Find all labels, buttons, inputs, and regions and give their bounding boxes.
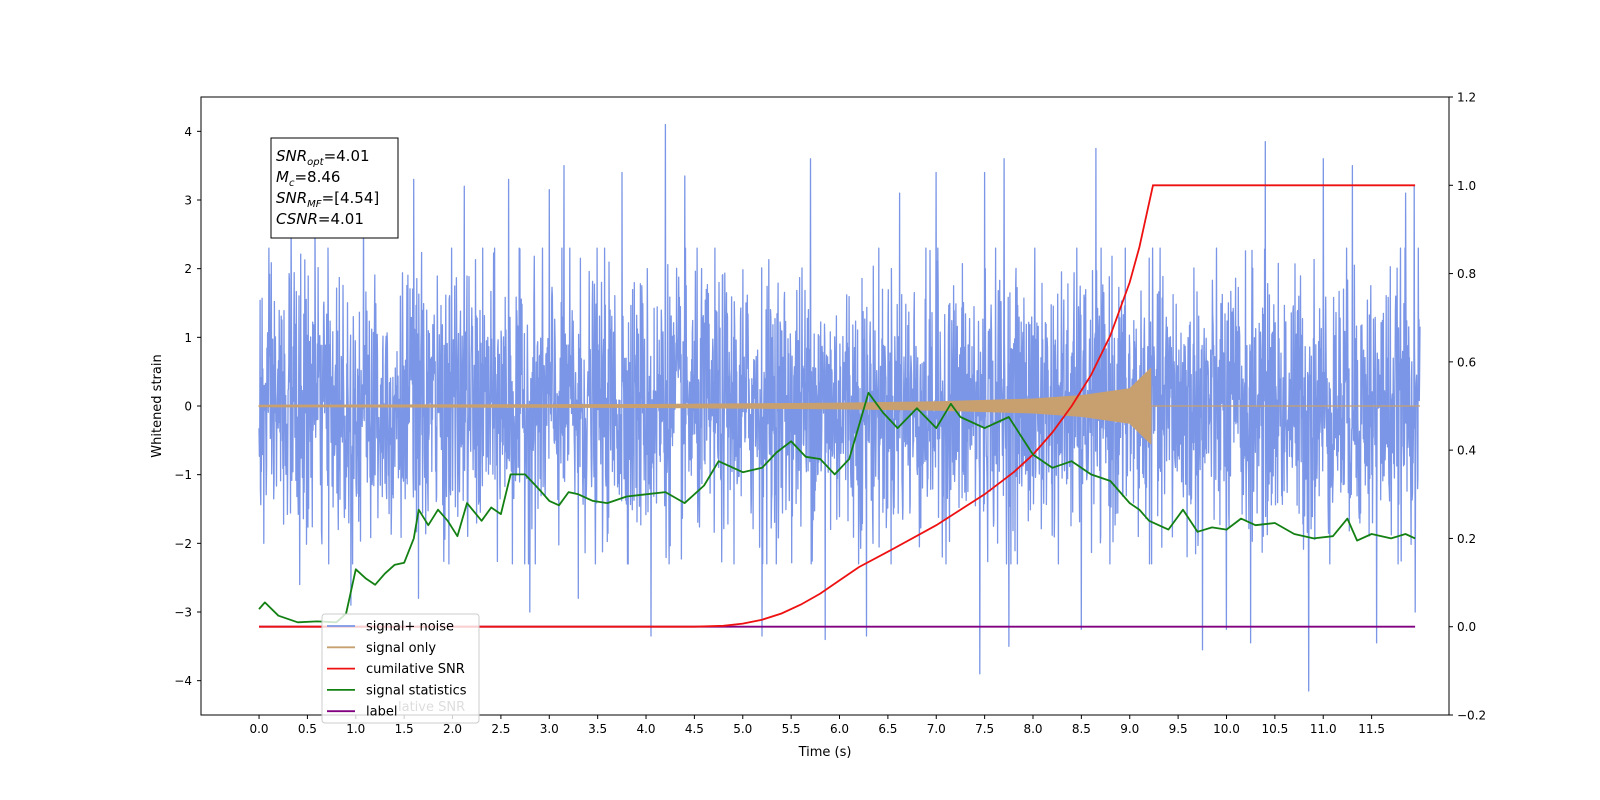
- y-tick-label: 2: [184, 262, 192, 276]
- x-tick-label: 10.5: [1262, 722, 1289, 736]
- legend-label: signal+ noise: [366, 620, 454, 635]
- legend-label: signal only: [366, 641, 436, 656]
- y-tick-label: 0: [184, 400, 192, 414]
- cumulative-snr-series: [259, 184, 1416, 628]
- x-tick-label: 2.5: [491, 722, 510, 736]
- x-tick-label: 3.5: [588, 722, 607, 736]
- x-axis-label: Time (s): [798, 745, 852, 760]
- legend-label: label: [366, 705, 397, 720]
- x-tick-label: 5.5: [782, 722, 801, 736]
- y-axis-label: Whitened strain: [150, 354, 165, 457]
- y-axis-right: −0.2 0.0 0.2 0.4 0.6 0.8 1.0 1.2: [1449, 91, 1486, 723]
- x-tick-label: 11.0: [1310, 722, 1337, 736]
- y2-tick-label: 0.8: [1457, 267, 1476, 281]
- x-tick-label: 4.0: [636, 722, 655, 736]
- y2-tick-label: −0.2: [1457, 709, 1486, 723]
- x-tick-label: 2.0: [443, 722, 462, 736]
- x-tick-label: 6.0: [830, 722, 849, 736]
- y-tick-label: −4: [174, 674, 192, 688]
- x-tick-label: 7.5: [975, 722, 994, 736]
- annotation-line: SNRMF=[4.54]: [276, 189, 379, 210]
- legend-label: cumilative SNR: [366, 662, 465, 677]
- annotation-line: SNRopt=4.01: [276, 147, 370, 168]
- legend-label: signal statistics: [366, 683, 467, 698]
- y2-tick-label: 1.2: [1457, 91, 1476, 105]
- x-tick-label: 1.5: [395, 722, 414, 736]
- y-axis-left: −4 −3 −2 −1 0 1 2 3 4: [174, 125, 201, 688]
- y2-tick-label: 0.0: [1457, 620, 1476, 634]
- x-tick-label: 3.0: [540, 722, 559, 736]
- y2-tick-label: 0.6: [1457, 355, 1476, 369]
- y-tick-label: 3: [184, 194, 192, 208]
- x-tick-label: 8.0: [1023, 722, 1042, 736]
- x-tick-label: 6.5: [878, 722, 897, 736]
- legend: signal+ noise signal only cumilative SNR si…: [321, 613, 480, 724]
- legend-ghost-text: lative SNR: [398, 700, 465, 715]
- x-tick-label: 0.5: [298, 722, 317, 736]
- signal-only-series: [258, 368, 1421, 445]
- x-axis: 0.0 0.5 1.0 1.5 2.0 2.5 3.0 3.5 4.0 4.5 5.0 5.5 6.0 6…: [249, 715, 1385, 736]
- y2-tick-label: 0.2: [1457, 532, 1476, 546]
- x-tick-label: 9.0: [1120, 722, 1139, 736]
- signal-noise-series: [258, 123, 1421, 692]
- y-tick-label: 1: [184, 331, 192, 345]
- y-tick-label: −3: [174, 606, 192, 620]
- x-tick-label: 10.0: [1213, 722, 1240, 736]
- signal-statistics-series: [258, 391, 1416, 624]
- x-tick-label: 5.0: [733, 722, 752, 736]
- x-tick-label: 1.0: [346, 722, 365, 736]
- y-tick-label: −1: [174, 468, 192, 482]
- annotation-line: CSNR=4.01: [276, 210, 364, 228]
- x-tick-label: 0.0: [249, 722, 268, 736]
- x-tick-label: 7.0: [927, 722, 946, 736]
- x-tick-label: 4.5: [685, 722, 704, 736]
- y-tick-label: 4: [184, 125, 192, 139]
- y2-tick-label: 1.0: [1457, 179, 1476, 193]
- y-tick-label: −2: [174, 537, 192, 551]
- x-tick-label: 9.5: [1169, 722, 1188, 736]
- x-tick-label: 8.5: [1072, 722, 1091, 736]
- annotation-line: Mc=8.46: [276, 168, 340, 189]
- y2-tick-label: 0.4: [1457, 444, 1476, 458]
- x-tick-label: 11.5: [1358, 722, 1385, 736]
